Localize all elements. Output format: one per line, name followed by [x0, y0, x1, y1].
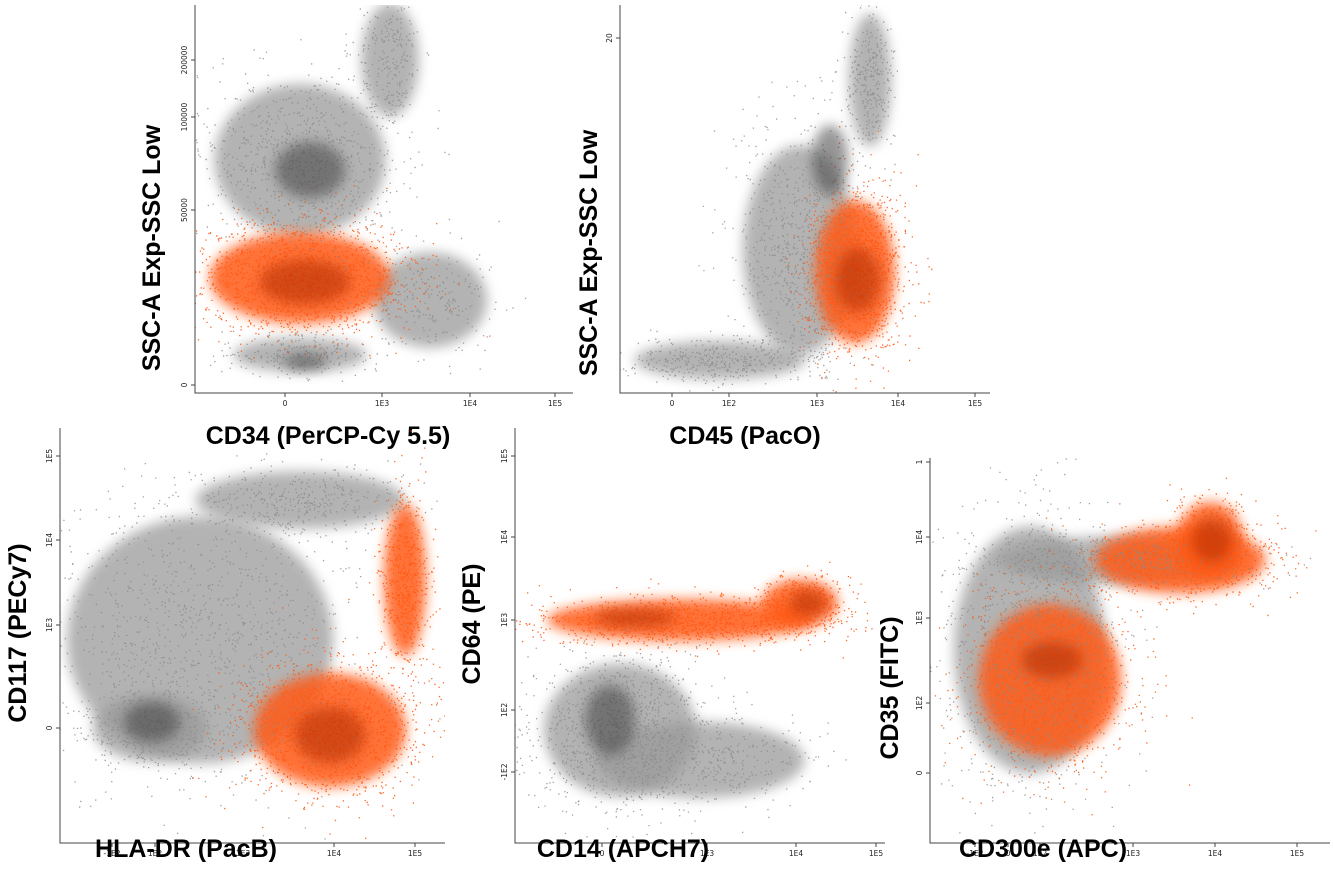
background-density-core — [812, 125, 848, 195]
x-tick-label: 1E4 — [789, 849, 804, 858]
background-density-core — [275, 142, 345, 198]
x-axis-title: CD34 (PerCP-Cy 5.5) — [206, 422, 451, 450]
y-tick-label: 1E3 — [45, 618, 54, 633]
axis-frame — [514, 428, 885, 844]
plot-1: 0 1E3 1E4 1E5 0 50000 100000 200000 CD34 (PerCP-… — [138, 5, 573, 450]
event-dots — [620, 5, 933, 393]
y-tick-label: 1E3 — [500, 613, 509, 628]
gated-density-core — [595, 609, 675, 627]
x-axis-title: CD45 (PacO) — [669, 422, 820, 450]
background-event-dots — [209, 328, 425, 382]
y-axis-title: SSC-A Exp-SSC Low — [575, 129, 603, 376]
background-density-core — [283, 354, 327, 370]
gated-density-core — [260, 260, 350, 304]
gated-density-core — [295, 707, 365, 763]
y-tick-label: 0 — [45, 725, 54, 730]
y-tick-label: 1E4 — [45, 533, 54, 548]
axis-frame — [194, 5, 573, 394]
x-tick-label: 1E5 — [869, 849, 884, 858]
x-tick-label: 1E2 — [1033, 849, 1048, 858]
background-event-dots — [195, 27, 451, 313]
plot-2: 0 1E2 1E3 1E4 1E5 20 CD45 (PacO) SSC-A Exp-SSC … — [575, 5, 990, 450]
y-tick-label: 0 — [915, 770, 924, 775]
event-dots — [515, 561, 873, 838]
x-tick-label: 1E3 — [1126, 849, 1141, 858]
x-tick-label: 1E4 — [891, 399, 906, 408]
gated-density-core — [1192, 518, 1232, 562]
x-tick-label: 1E4 — [1208, 849, 1223, 858]
gated-density-core — [836, 248, 880, 312]
gated-population-density — [384, 504, 426, 656]
x-axis-title: CD300e (APC) — [959, 835, 1127, 863]
gated-density-core — [1022, 642, 1082, 678]
x-axis-title: HLA-DR (PacB) — [95, 835, 277, 863]
axis-frame — [619, 5, 990, 394]
y-tick-label: 1E5 — [45, 449, 54, 464]
y-tick-label: 100000 — [180, 102, 189, 131]
x-tick-label: 1E5 — [408, 849, 423, 858]
background-event-dots — [332, 220, 527, 375]
y-tick-label: 0 — [180, 382, 189, 387]
y-tick-label: 1E2 — [500, 703, 509, 718]
x-tick-label: 1E5 — [968, 399, 983, 408]
y-tick-label: 1 — [915, 459, 924, 464]
y-tick-label: 1E4 — [915, 530, 924, 545]
plot-3: -1E2 1E2 1E3 1E4 1E5 0 1E3 1E4 1E5 HLA-DR (PacB) C… — [4, 428, 445, 863]
x-tick-label: 1E3 — [375, 399, 390, 408]
x-tick-label: 0 — [1006, 849, 1011, 858]
gated-density-core — [790, 590, 826, 616]
x-tick-label: 0 — [283, 399, 288, 408]
plot-5: -1E2 0 1E2 1E3 1E4 1E5 0 1E2 1E3 1E4 1 CD300e (APC)… — [876, 458, 1330, 863]
x-tick-label: 1E2 — [148, 849, 163, 858]
x-tick-label: 1E4 — [327, 849, 342, 858]
y-tick-label: 20 — [605, 33, 614, 43]
background-population-density — [849, 13, 891, 147]
x-tick-label: -1E2 — [104, 849, 121, 858]
event-dots — [60, 430, 445, 840]
background-population-density — [373, 252, 487, 348]
y-tick-label: 1E5 — [500, 449, 509, 464]
plot-4: 0 1E3 1E4 1E5 -1E2 1E2 1E3 1E4 1E5 CD14 (APCH7) CD… — [458, 428, 885, 863]
x-tick-label: 1E3 — [810, 399, 825, 408]
event-dots — [930, 458, 1317, 834]
y-axis-title: CD64 (PE) — [458, 564, 486, 685]
x-tick-label: 1E5 — [1290, 849, 1305, 858]
gated-event-dots — [195, 185, 491, 359]
y-axis-title: CD117 (PECy7) — [4, 543, 32, 722]
y-tick-label: 200000 — [180, 45, 189, 74]
x-tick-label: 0 — [670, 399, 675, 408]
x-tick-label: 1E3 — [700, 849, 715, 858]
background-density-core — [585, 685, 635, 755]
background-population-density — [361, 5, 419, 117]
event-dots — [195, 5, 527, 382]
background-population-density — [195, 471, 405, 529]
x-tick-label: 1E4 — [463, 399, 478, 408]
y-tick-label: 1E3 — [915, 611, 924, 626]
axis-frame — [929, 458, 1330, 844]
background-event-dots — [830, 5, 898, 181]
y-tick-label: 1E4 — [500, 530, 509, 545]
x-tick-label: -1E2 — [967, 849, 984, 858]
y-tick-label: 1E2 — [915, 696, 924, 711]
x-tick-label: 1E2 — [722, 399, 737, 408]
gated-event-dots — [368, 430, 441, 714]
y-tick-label: -1E2 — [500, 763, 509, 780]
y-axis-title: CD35 (FITC) — [876, 616, 904, 759]
x-tick-label: 1E5 — [548, 399, 563, 408]
axis-frame — [59, 428, 445, 844]
y-axis-title: SSC-A Exp-SSC Low — [138, 124, 166, 371]
gated-event-dots — [1150, 477, 1266, 601]
y-tick-label: 50000 — [180, 198, 189, 222]
x-tick-label: 1E3 — [236, 849, 251, 858]
x-axis-title: CD14 (APCH7) — [537, 835, 709, 863]
background-density-core — [124, 702, 180, 742]
x-tick-label: 0 — [600, 849, 605, 858]
